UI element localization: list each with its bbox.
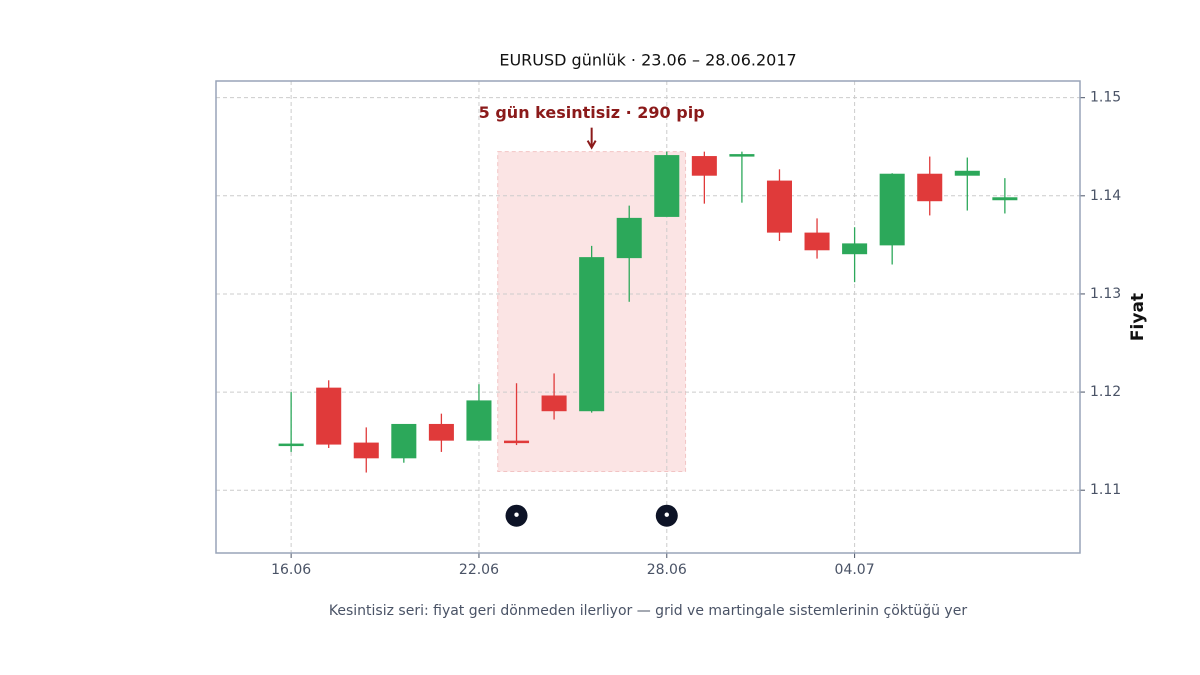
candle-body — [353, 442, 379, 459]
x-tick-label: 22.06 — [459, 562, 499, 578]
candle-body — [729, 154, 755, 157]
x-tick-label: 28.06 — [647, 562, 687, 578]
y-tick-label: 1.13 — [1090, 286, 1121, 302]
candle-body — [278, 443, 304, 447]
y-tick-label: 1.14 — [1090, 188, 1121, 204]
chart-title: EURUSD günlük · 23.06 – 28.06.2017 — [499, 51, 796, 70]
y-tick-label: 1.15 — [1090, 90, 1121, 106]
candle-body — [616, 217, 642, 259]
candle-body — [428, 423, 454, 441]
candle-body — [917, 173, 943, 202]
candle-body — [541, 395, 567, 412]
candle-body — [316, 387, 342, 445]
candle-body — [879, 173, 905, 246]
candle-body — [391, 423, 417, 459]
y-axis-label: Fiyat — [1128, 293, 1148, 341]
candle-body — [804, 232, 830, 251]
candle-body — [766, 180, 792, 233]
candle-body — [654, 155, 680, 217]
candle-body — [842, 243, 868, 255]
y-tick-label: 1.12 — [1090, 384, 1121, 400]
annotation: 5 gün kesintisiz · 290 pip — [479, 103, 705, 122]
candle-body — [579, 257, 605, 412]
candle-body — [992, 197, 1018, 201]
candle-body — [954, 170, 980, 176]
annotation-arrowhead — [586, 140, 597, 150]
plot-frame — [215, 80, 1081, 554]
y-tick-label: 1.11 — [1090, 482, 1121, 498]
event-marker-dot — [664, 512, 669, 517]
x-tick-label: 16.06 — [271, 562, 311, 578]
caption: Kesintisiz seri: fiyat geri dönmeden ile… — [329, 603, 967, 619]
x-tick-label: 04.07 — [835, 562, 875, 578]
candle-body — [691, 156, 717, 176]
candle-body — [504, 440, 530, 444]
event-marker-dot — [514, 512, 519, 517]
candle-body — [466, 400, 492, 441]
